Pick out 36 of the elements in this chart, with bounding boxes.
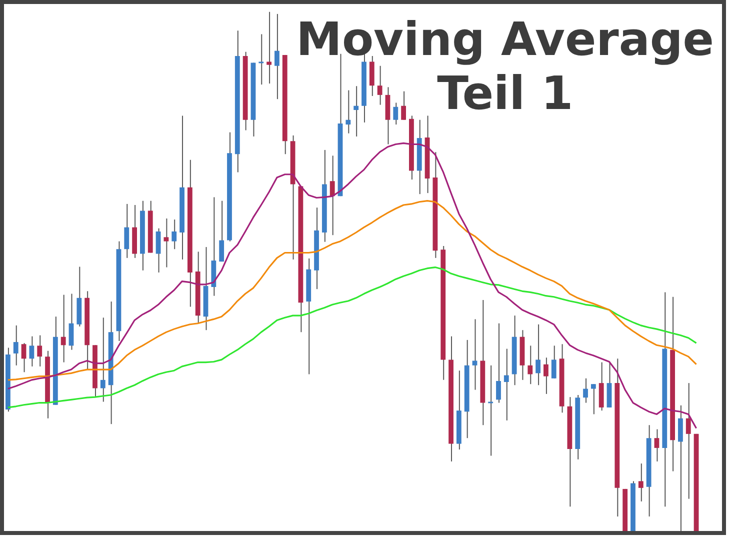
candlestick [21,342,26,373]
candlestick [638,463,644,502]
candlestick [172,219,177,250]
candlestick [29,336,34,367]
candlestick [678,404,683,531]
text: Moving Average Teil 1 [296,12,714,120]
candlestick [654,428,660,462]
candlestick [528,345,533,385]
candlestick [68,293,74,350]
candlestick [60,294,66,363]
candlestick [354,86,359,137]
candlestick [266,11,272,84]
candlestick [258,34,264,86]
candlestick [496,322,501,404]
candlestick [274,13,280,100]
candlestick [13,324,18,366]
candlestick [393,102,398,126]
candlestick [551,345,556,379]
candlestick [346,90,351,134]
candlestick [219,200,224,262]
candlestick [37,334,42,367]
candlestick [544,357,548,394]
candlestick [583,378,588,404]
candlestick [488,364,494,456]
candlestick [124,203,130,258]
candlestick [330,155,335,236]
candlestick [401,90,406,120]
candlestick [504,348,509,421]
candlestick [686,382,691,500]
candlestick [164,218,169,268]
candlestick [156,228,161,273]
candlestick [472,318,478,390]
candlestick [377,65,382,106]
candlestick [590,384,596,415]
candlestick [100,317,106,402]
candlestick [536,324,540,386]
